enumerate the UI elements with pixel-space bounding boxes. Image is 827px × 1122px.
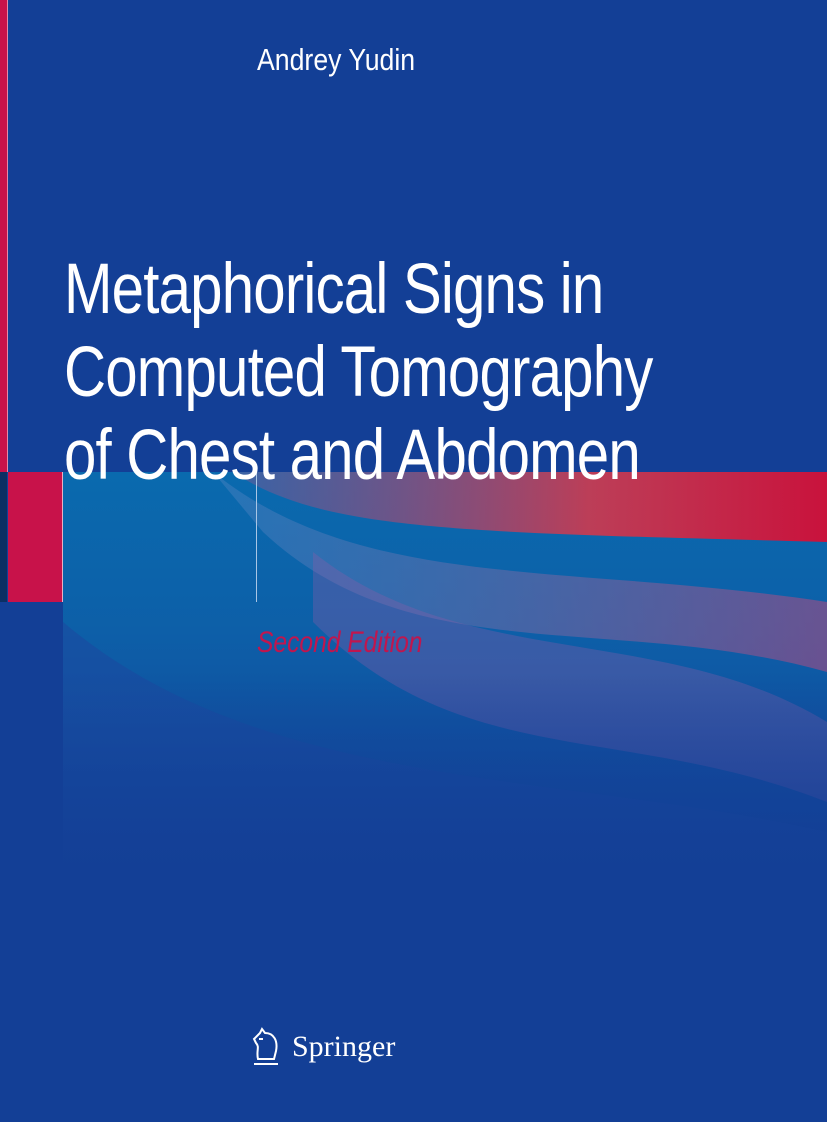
spine-navy-strip — [0, 472, 7, 602]
publisher-name: Springer — [292, 1030, 396, 1063]
book-title: Metaphorical Signs in Computed Tomograph… — [64, 248, 653, 497]
title-line: of Chest and Abdomen — [64, 416, 641, 495]
title-line: Computed Tomography — [64, 333, 653, 412]
edition-label: Second Edition — [257, 626, 423, 659]
spine-red-strip — [0, 0, 8, 472]
divider-line — [256, 472, 257, 602]
publisher-logo: Springer — [250, 1027, 395, 1067]
red-accent-block — [8, 472, 63, 602]
author-name: Andrey Yudin — [257, 42, 416, 77]
cover-artwork — [63, 472, 827, 872]
title-line: Metaphorical Signs in — [64, 250, 604, 329]
knight-horse-icon — [252, 1027, 278, 1065]
